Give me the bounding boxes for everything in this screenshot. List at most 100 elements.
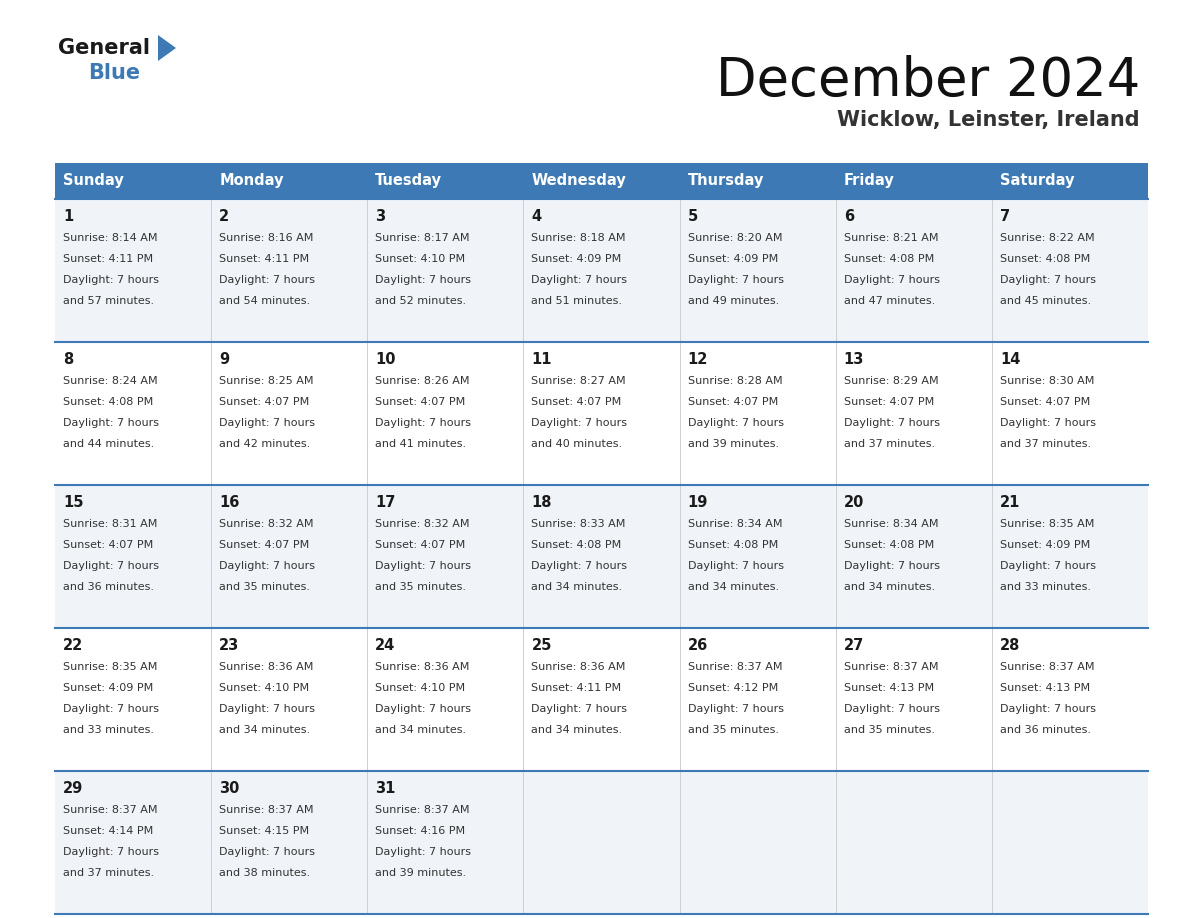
Text: Daylight: 7 hours: Daylight: 7 hours <box>375 418 472 428</box>
Text: and 35 minutes.: and 35 minutes. <box>219 582 310 592</box>
Text: Sunset: 4:12 PM: Sunset: 4:12 PM <box>688 683 778 693</box>
Text: 7: 7 <box>1000 209 1010 224</box>
Text: Daylight: 7 hours: Daylight: 7 hours <box>63 275 159 285</box>
Text: and 35 minutes.: and 35 minutes. <box>688 725 778 735</box>
Text: and 54 minutes.: and 54 minutes. <box>219 296 310 306</box>
Text: and 57 minutes.: and 57 minutes. <box>63 296 154 306</box>
Text: Sunset: 4:11 PM: Sunset: 4:11 PM <box>63 254 153 264</box>
Text: and 34 minutes.: and 34 minutes. <box>375 725 467 735</box>
Bar <box>55 485 1148 628</box>
Text: Monday: Monday <box>219 174 284 188</box>
Text: Daylight: 7 hours: Daylight: 7 hours <box>219 275 315 285</box>
Text: Sunset: 4:13 PM: Sunset: 4:13 PM <box>843 683 934 693</box>
Text: 24: 24 <box>375 638 396 653</box>
Text: Friday: Friday <box>843 174 895 188</box>
Text: Sunset: 4:08 PM: Sunset: 4:08 PM <box>63 397 153 407</box>
Text: and 34 minutes.: and 34 minutes. <box>219 725 310 735</box>
Text: Sunset: 4:07 PM: Sunset: 4:07 PM <box>375 540 466 550</box>
Text: 8: 8 <box>63 352 74 367</box>
Bar <box>367 163 524 199</box>
Bar <box>55 342 1148 485</box>
Text: Sunday: Sunday <box>63 174 124 188</box>
Text: Sunset: 4:07 PM: Sunset: 4:07 PM <box>1000 397 1091 407</box>
Text: 13: 13 <box>843 352 864 367</box>
Text: Sunset: 4:09 PM: Sunset: 4:09 PM <box>63 683 153 693</box>
Text: Sunset: 4:09 PM: Sunset: 4:09 PM <box>531 254 621 264</box>
Text: Daylight: 7 hours: Daylight: 7 hours <box>375 275 472 285</box>
Text: Sunrise: 8:37 AM: Sunrise: 8:37 AM <box>1000 662 1094 672</box>
Text: and 36 minutes.: and 36 minutes. <box>1000 725 1091 735</box>
Text: Sunrise: 8:37 AM: Sunrise: 8:37 AM <box>843 662 939 672</box>
Text: Sunrise: 8:16 AM: Sunrise: 8:16 AM <box>219 233 314 243</box>
Text: Sunset: 4:15 PM: Sunset: 4:15 PM <box>219 826 309 836</box>
Bar <box>992 163 1148 199</box>
Text: 6: 6 <box>843 209 854 224</box>
Text: Sunset: 4:09 PM: Sunset: 4:09 PM <box>688 254 778 264</box>
Text: Sunset: 4:08 PM: Sunset: 4:08 PM <box>843 254 934 264</box>
Text: Sunrise: 8:25 AM: Sunrise: 8:25 AM <box>219 376 314 386</box>
Text: Blue: Blue <box>88 63 140 83</box>
Text: Sunrise: 8:22 AM: Sunrise: 8:22 AM <box>1000 233 1094 243</box>
Text: Sunset: 4:07 PM: Sunset: 4:07 PM <box>688 397 778 407</box>
Text: Daylight: 7 hours: Daylight: 7 hours <box>843 275 940 285</box>
Text: 2: 2 <box>219 209 229 224</box>
Text: Tuesday: Tuesday <box>375 174 442 188</box>
Bar <box>55 163 211 199</box>
Text: 22: 22 <box>63 638 83 653</box>
Text: Daylight: 7 hours: Daylight: 7 hours <box>1000 418 1095 428</box>
Text: and 52 minutes.: and 52 minutes. <box>375 296 467 306</box>
Text: 4: 4 <box>531 209 542 224</box>
Text: Daylight: 7 hours: Daylight: 7 hours <box>531 418 627 428</box>
Text: 19: 19 <box>688 495 708 510</box>
Text: 31: 31 <box>375 781 396 796</box>
Text: and 40 minutes.: and 40 minutes. <box>531 439 623 449</box>
Text: and 35 minutes.: and 35 minutes. <box>843 725 935 735</box>
Text: and 42 minutes.: and 42 minutes. <box>219 439 310 449</box>
Text: 12: 12 <box>688 352 708 367</box>
Text: and 34 minutes.: and 34 minutes. <box>531 725 623 735</box>
Text: Daylight: 7 hours: Daylight: 7 hours <box>63 704 159 714</box>
Text: and 36 minutes.: and 36 minutes. <box>63 582 154 592</box>
Text: Daylight: 7 hours: Daylight: 7 hours <box>219 704 315 714</box>
Text: Sunset: 4:08 PM: Sunset: 4:08 PM <box>688 540 778 550</box>
Text: 27: 27 <box>843 638 864 653</box>
Text: Sunset: 4:09 PM: Sunset: 4:09 PM <box>1000 540 1091 550</box>
Text: and 37 minutes.: and 37 minutes. <box>843 439 935 449</box>
Text: Sunrise: 8:31 AM: Sunrise: 8:31 AM <box>63 519 157 529</box>
Text: December 2024: December 2024 <box>715 55 1140 107</box>
Text: Sunset: 4:08 PM: Sunset: 4:08 PM <box>1000 254 1091 264</box>
Text: Daylight: 7 hours: Daylight: 7 hours <box>843 561 940 571</box>
Text: 23: 23 <box>219 638 240 653</box>
Text: Sunrise: 8:30 AM: Sunrise: 8:30 AM <box>1000 376 1094 386</box>
Text: and 34 minutes.: and 34 minutes. <box>531 582 623 592</box>
Text: Daylight: 7 hours: Daylight: 7 hours <box>219 561 315 571</box>
Text: Daylight: 7 hours: Daylight: 7 hours <box>843 418 940 428</box>
Text: Sunrise: 8:37 AM: Sunrise: 8:37 AM <box>63 805 158 815</box>
Text: 20: 20 <box>843 495 864 510</box>
Text: Daylight: 7 hours: Daylight: 7 hours <box>219 847 315 857</box>
Text: Sunrise: 8:37 AM: Sunrise: 8:37 AM <box>688 662 782 672</box>
Text: and 45 minutes.: and 45 minutes. <box>1000 296 1091 306</box>
Text: 30: 30 <box>219 781 240 796</box>
Text: 9: 9 <box>219 352 229 367</box>
Text: Sunrise: 8:34 AM: Sunrise: 8:34 AM <box>843 519 939 529</box>
Text: Sunrise: 8:35 AM: Sunrise: 8:35 AM <box>1000 519 1094 529</box>
Text: Daylight: 7 hours: Daylight: 7 hours <box>375 847 472 857</box>
Text: Daylight: 7 hours: Daylight: 7 hours <box>531 561 627 571</box>
Text: and 41 minutes.: and 41 minutes. <box>375 439 467 449</box>
Text: Daylight: 7 hours: Daylight: 7 hours <box>843 704 940 714</box>
Bar <box>211 163 367 199</box>
Bar <box>835 163 992 199</box>
Text: 1: 1 <box>63 209 74 224</box>
Text: Sunrise: 8:29 AM: Sunrise: 8:29 AM <box>843 376 939 386</box>
Text: Sunset: 4:07 PM: Sunset: 4:07 PM <box>843 397 934 407</box>
Text: Wednesday: Wednesday <box>531 174 626 188</box>
Text: Sunset: 4:07 PM: Sunset: 4:07 PM <box>63 540 153 550</box>
Text: Sunrise: 8:37 AM: Sunrise: 8:37 AM <box>375 805 469 815</box>
Text: Daylight: 7 hours: Daylight: 7 hours <box>688 418 784 428</box>
Text: Daylight: 7 hours: Daylight: 7 hours <box>688 275 784 285</box>
Text: Daylight: 7 hours: Daylight: 7 hours <box>63 418 159 428</box>
Text: Sunrise: 8:37 AM: Sunrise: 8:37 AM <box>219 805 314 815</box>
Text: Daylight: 7 hours: Daylight: 7 hours <box>531 704 627 714</box>
Text: Sunrise: 8:34 AM: Sunrise: 8:34 AM <box>688 519 782 529</box>
